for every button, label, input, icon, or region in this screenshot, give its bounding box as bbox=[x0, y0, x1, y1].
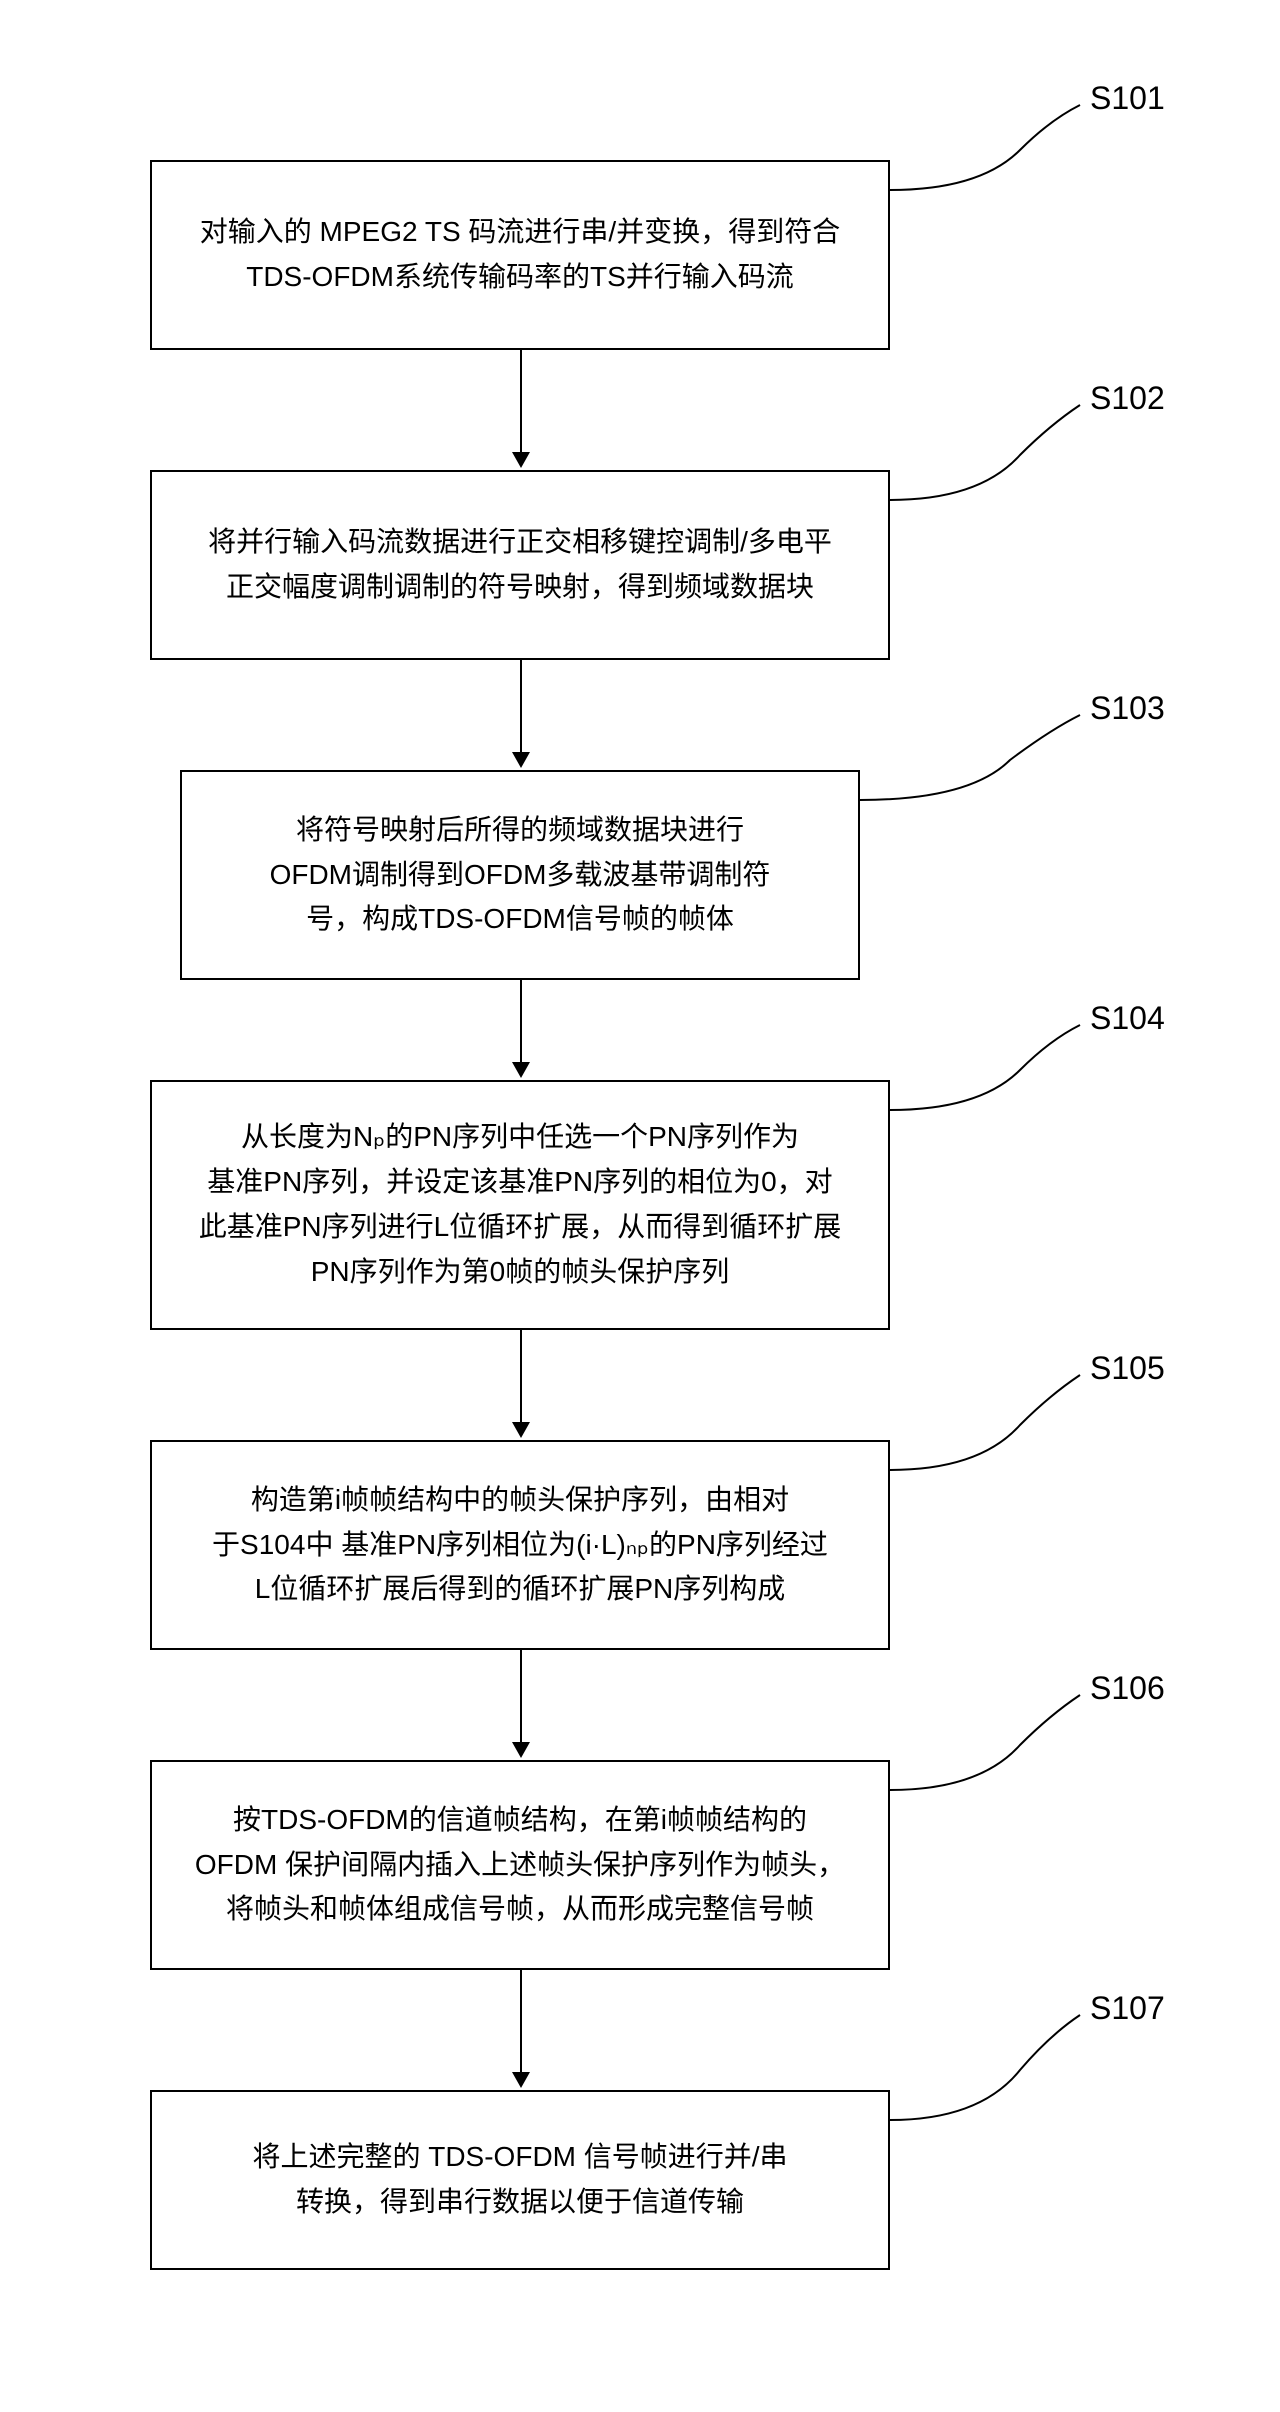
connector-s107 bbox=[100, 80, 1180, 2185]
